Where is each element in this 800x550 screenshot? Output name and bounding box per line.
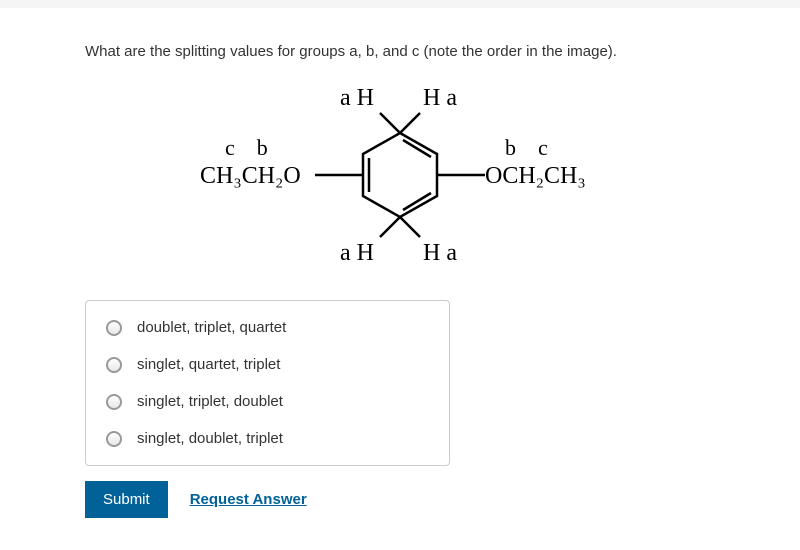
option-label: singlet, quartet, triplet	[137, 356, 280, 373]
option-label: singlet, triplet, doublet	[137, 393, 283, 410]
request-answer-link[interactable]: Request Answer	[190, 491, 307, 508]
submit-button[interactable]: Submit	[85, 481, 168, 518]
label-bot-right: H a	[423, 240, 457, 266]
label-top-left: a H	[340, 85, 374, 111]
actions-row: Submit Request Answer	[85, 481, 715, 518]
right-group: OCH₂CH₃	[485, 163, 586, 189]
label-bot-left: a H	[340, 240, 374, 266]
option-row: doublet, triplet, quartet	[106, 319, 429, 336]
radio-button[interactable]	[106, 431, 122, 447]
header-bar	[0, 0, 800, 8]
molecule-diagram: a H H a a H H a c b b c CH₃CH₂O OCH₂CH₃	[160, 70, 640, 280]
label-left-cb: c b	[225, 135, 268, 160]
option-label: singlet, doublet, triplet	[137, 430, 283, 447]
left-group: CH₃CH₂O	[200, 163, 301, 189]
option-row: singlet, doublet, triplet	[106, 430, 429, 447]
option-label: doublet, triplet, quartet	[137, 319, 286, 336]
option-row: singlet, quartet, triplet	[106, 356, 429, 373]
radio-button[interactable]	[106, 357, 122, 373]
option-row: singlet, triplet, doublet	[106, 393, 429, 410]
label-top-right: H a	[423, 85, 457, 111]
radio-button[interactable]	[106, 320, 122, 336]
options-box: doublet, triplet, quartet singlet, quart…	[85, 300, 450, 466]
label-right-bc: b c	[505, 135, 548, 160]
content-container: What are the splitting values for groups…	[0, 23, 800, 538]
question-text: What are the splitting values for groups…	[85, 43, 715, 60]
radio-button[interactable]	[106, 394, 122, 410]
